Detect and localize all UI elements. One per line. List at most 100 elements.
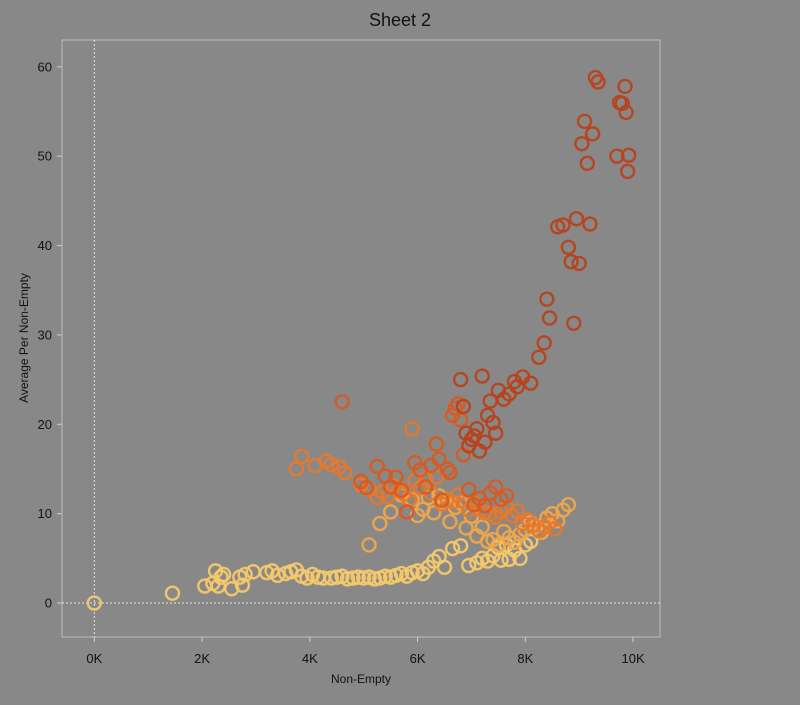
plot-area <box>61 39 661 638</box>
data-point <box>509 503 525 519</box>
x-tick-label: 10K <box>621 651 644 666</box>
y-tick-label: 10 <box>38 506 52 521</box>
data-point <box>574 135 590 152</box>
data-point <box>377 568 393 584</box>
y-tick-label: 40 <box>38 238 52 253</box>
data-point <box>571 255 587 272</box>
data-point <box>541 310 558 326</box>
data-point <box>339 571 356 587</box>
data-point <box>485 414 501 431</box>
data-point <box>350 569 367 585</box>
data-point <box>382 504 399 520</box>
data-point <box>621 147 637 163</box>
data-point <box>164 585 181 601</box>
data-point <box>213 569 229 585</box>
data-point <box>590 74 606 90</box>
data-point <box>477 434 493 450</box>
data-point <box>426 505 442 521</box>
data-point <box>393 482 410 499</box>
data-point <box>487 479 504 495</box>
x-tick-label: 8K <box>517 651 533 666</box>
data-point <box>614 95 630 112</box>
data-point <box>245 564 261 580</box>
data-point <box>619 163 636 180</box>
data-point <box>455 398 472 415</box>
data-point <box>474 519 490 535</box>
y-tick-label: 30 <box>38 327 52 342</box>
data-point <box>294 448 310 465</box>
data-point <box>531 349 547 365</box>
data-point <box>234 577 251 593</box>
data-point <box>436 559 453 575</box>
data-point <box>461 481 477 498</box>
data-point <box>547 521 563 537</box>
data-point <box>536 335 552 351</box>
data-point <box>452 371 469 388</box>
data-point <box>334 394 350 410</box>
data-point <box>568 211 585 227</box>
data-point <box>512 550 528 567</box>
data-point <box>358 480 375 496</box>
data-point <box>576 113 593 130</box>
data-point <box>618 104 634 121</box>
data-point <box>417 479 434 495</box>
y-tick-label: 60 <box>38 59 52 74</box>
data-point <box>617 78 633 95</box>
data-point <box>523 375 539 391</box>
data-point <box>197 578 213 594</box>
data-point <box>323 570 340 586</box>
data-point <box>361 537 377 553</box>
data-points <box>86 69 637 611</box>
data-point <box>477 497 493 514</box>
data-point <box>399 504 415 520</box>
data-point <box>474 368 490 384</box>
data-point <box>215 566 232 583</box>
data-point <box>434 492 450 508</box>
data-point <box>555 217 571 233</box>
x-axis-ticks: 0K 2K 4K 6K 8K 10K <box>86 637 645 666</box>
data-point <box>329 569 345 585</box>
data-point <box>355 570 372 586</box>
zero-lines <box>62 40 660 637</box>
data-point <box>560 239 577 256</box>
y-axis-ticks: 0 10 20 30 40 50 60 <box>38 59 62 611</box>
data-point <box>323 456 340 473</box>
data-point <box>442 464 458 481</box>
data-point <box>584 126 601 142</box>
data-point <box>490 537 507 553</box>
data-point <box>461 557 477 574</box>
data-point <box>369 458 385 475</box>
x-tick-label: 4K <box>302 651 318 666</box>
y-tick-label: 50 <box>38 149 52 164</box>
data-point <box>431 451 447 467</box>
data-point <box>269 567 286 584</box>
data-point <box>487 425 504 441</box>
data-point <box>566 315 582 332</box>
data-point <box>86 595 103 611</box>
data-point <box>442 514 458 530</box>
data-point <box>452 538 469 554</box>
y-axis-title: Average Per Non-Empty <box>17 273 31 403</box>
data-point <box>539 291 555 307</box>
data-point <box>404 421 420 437</box>
y-tick-label: 20 <box>38 417 52 432</box>
data-point <box>498 488 515 504</box>
data-point <box>469 421 485 437</box>
x-axis-title: Non-Empty <box>331 672 391 686</box>
data-point <box>444 540 461 557</box>
data-point <box>560 497 577 513</box>
data-point <box>288 461 305 477</box>
data-point <box>345 570 361 586</box>
data-point <box>237 566 253 583</box>
data-point <box>372 515 388 532</box>
y-tick-label: 0 <box>45 596 52 611</box>
data-point <box>493 552 509 568</box>
data-point <box>439 461 455 477</box>
data-point <box>563 253 579 270</box>
chart-title: Sheet 2 <box>368 10 432 30</box>
x-tick-label: 2K <box>194 651 210 666</box>
data-point <box>366 571 383 587</box>
data-point <box>337 464 353 481</box>
data-point <box>582 216 598 232</box>
